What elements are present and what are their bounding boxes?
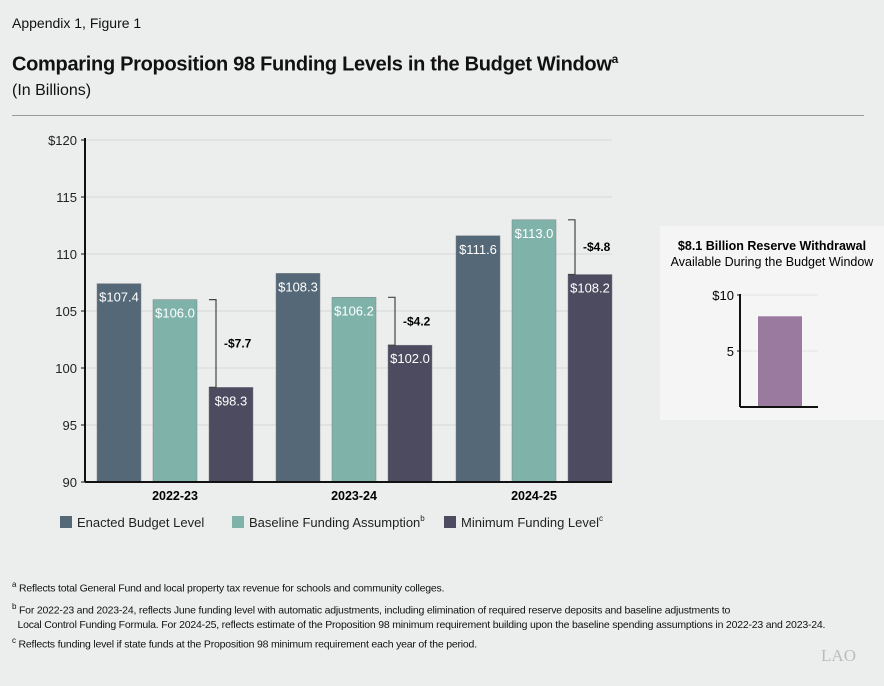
chart-subtitle: (In Billions) [12,82,92,99]
footnote-mark: c [12,636,16,645]
bar-2-1 [387,344,433,483]
footnote-text: Local Control Funding Formula. For 2024-… [17,618,826,631]
legend-footnote: c [599,514,603,523]
footnote-mark: b [12,602,17,611]
y-tick-label: 100 [55,361,77,376]
legend-footnote: b [420,514,425,523]
inset-bar [758,316,802,407]
data-label: $102.0 [390,351,430,366]
y-tick-label: 95 [63,418,77,433]
x-tick-label: 2022-23 [152,489,198,503]
data-label: $108.3 [278,279,318,294]
inset-title: $8.1 Billion Reserve Withdrawal [678,239,866,253]
x-tick-label: 2023-24 [331,489,377,503]
data-label: $98.3 [215,393,248,408]
bar-1-1 [331,297,377,483]
bar-0-1 [275,273,321,483]
difference-bracket [209,299,217,388]
footnote-text: For 2022-23 and 2023-24, reflects June f… [18,604,731,617]
bar-0-0 [96,283,142,483]
chart-title: Comparing Proposition 98 Funding Levels … [12,52,618,77]
data-label: $113.0 [515,226,554,241]
footnote-b: b For 2022-23 and 2023-24, reflects June… [12,600,825,632]
difference-bracket [388,296,396,346]
legend-swatch [60,516,72,528]
bar-1-0 [152,299,198,483]
bar-0-2 [455,235,501,483]
bar-2-2 [567,274,613,483]
footnote-text: Reflects funding level if state funds at… [18,638,478,651]
difference-bracket [568,219,576,276]
footnote-text: Reflects total General Fund and local pr… [18,582,445,595]
data-label: $107.4 [99,290,139,305]
legend-swatch [444,516,456,528]
y-tick-label: 115 [56,190,77,205]
data-label: $111.6 [459,242,497,257]
legend-swatch [232,516,244,528]
footnote-mark: a [12,580,17,589]
divider [12,115,864,116]
inset-subtitle: Available During the Budget Window [671,255,875,269]
legend-label: Enacted Budget Level [77,515,204,530]
legend-label: Minimum Funding Levelc [461,514,603,530]
y-tick-label: $120 [48,133,77,148]
bar-2-0 [208,387,254,483]
figure-label: Appendix 1, Figure 1 [12,15,142,31]
inset-y-tick-label: $10 [712,288,734,303]
difference-label: -$4.2 [403,314,431,328]
data-label: $106.0 [155,306,195,321]
data-label: $108.2 [570,281,610,296]
y-tick-label: 90 [63,475,77,490]
difference-label: -$7.7 [224,336,252,350]
y-tick-label: 105 [55,304,77,319]
data-label: $106.2 [334,303,374,318]
footnote-c: c Reflects funding level if state funds … [12,634,477,652]
y-tick-label: 110 [56,247,77,262]
footnote-a: a Reflects total General Fund and local … [12,578,445,596]
difference-label: -$4.8 [583,240,611,254]
lao-logo: LAO [821,646,856,665]
legend-label: Baseline Funding Assumptionb [249,514,425,530]
inset-y-tick-label: 5 [727,344,734,359]
title-text: Comparing Proposition 98 Funding Levels … [12,53,612,76]
x-tick-label: 2024-25 [511,489,557,503]
title-footnote-mark: a [611,52,619,66]
bar-1-2 [511,219,557,483]
